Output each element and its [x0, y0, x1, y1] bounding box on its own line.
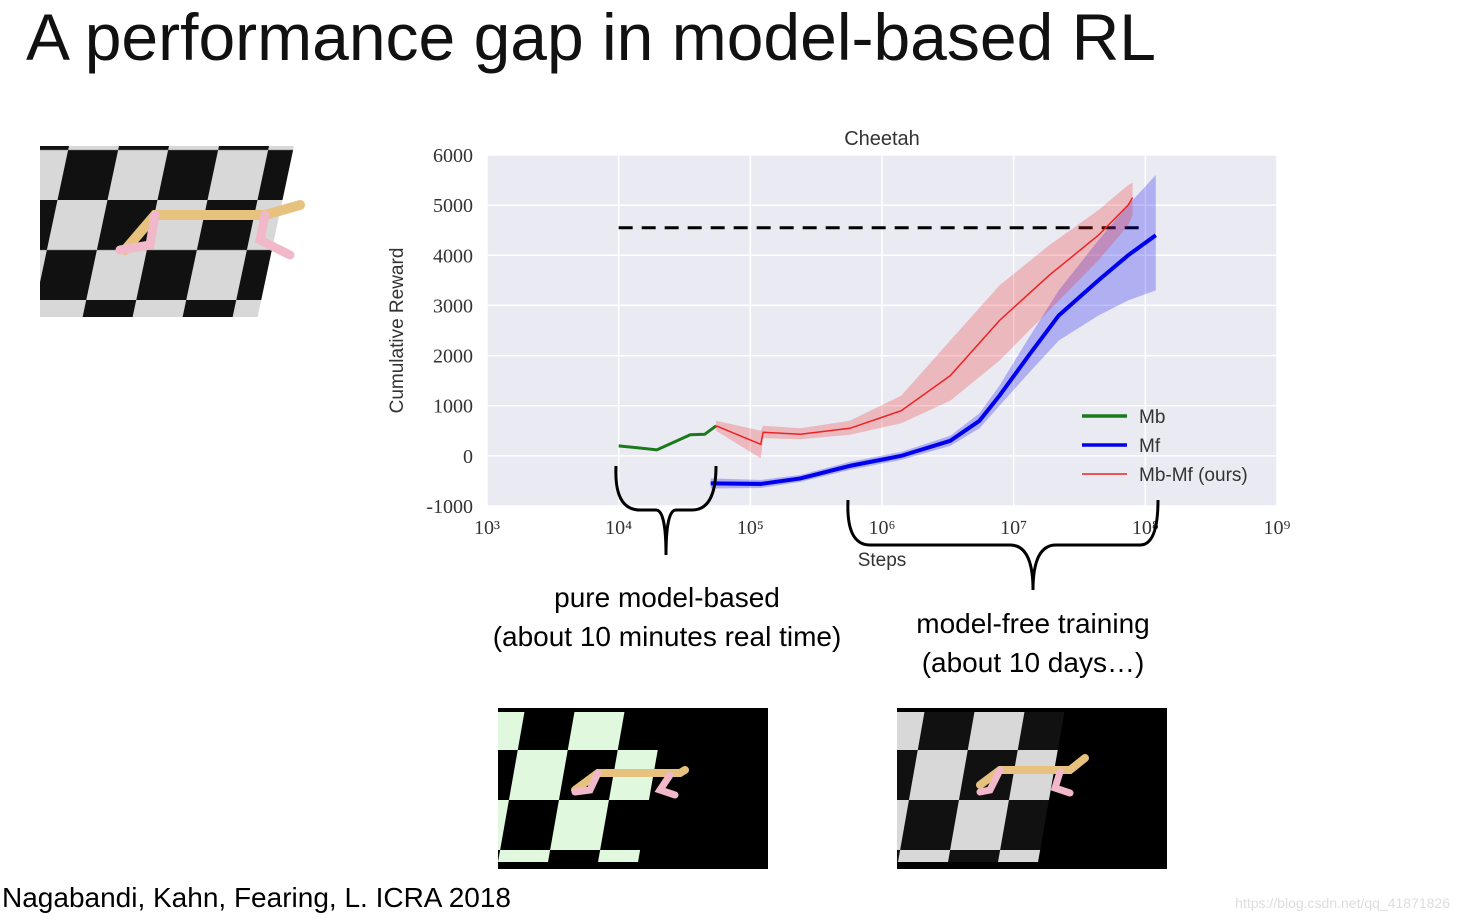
annotation: pure model-based	[554, 582, 780, 613]
y-tick-label: 1000	[433, 396, 473, 418]
y-tick-label: 0	[463, 446, 473, 468]
cheetah-image	[40, 146, 305, 317]
x-tick-label: 10⁹	[1264, 517, 1291, 539]
series-line	[710, 233, 1157, 486]
x-tick-label: 10⁵	[737, 517, 764, 539]
cheetah-image	[897, 708, 1167, 869]
annotation: (about 10 days…)	[922, 647, 1145, 678]
y-tick-label: 3000	[433, 295, 473, 317]
watermark: https://blog.csdn.net/qq_41871826	[1235, 895, 1450, 911]
confidence-band	[710, 175, 1156, 489]
y-tick-label: 5000	[433, 195, 473, 217]
x-tick-label: 10⁴	[605, 517, 632, 539]
cheetah-image	[498, 708, 768, 869]
legend-label: Mf	[1139, 436, 1161, 457]
citation: Nagabandi, Kahn, Fearing, L. ICRA 2018	[2, 882, 511, 913]
x-axis-label: Steps	[858, 550, 907, 571]
x-tick-label: 10⁶	[869, 517, 896, 539]
annotation: model-free training	[916, 608, 1149, 639]
y-axis-label: Cumulative Reward	[387, 248, 408, 414]
slide-title: A performance gap in model-based RL	[26, 0, 1156, 74]
brace	[846, 499, 1160, 591]
annotation: (about 10 minutes real time)	[493, 621, 842, 652]
y-tick-label: 2000	[433, 346, 473, 368]
series-line	[715, 197, 1134, 446]
y-tick-label: 4000	[433, 245, 473, 267]
confidence-band	[716, 182, 1133, 459]
chart: Cheetah Steps Cumulative Reward -1000 0 1000 2…	[387, 128, 1291, 571]
chart-title: Cheetah	[844, 128, 920, 150]
legend-label: Mb	[1139, 407, 1165, 428]
x-tick-label: 10³	[474, 517, 500, 539]
y-tick-label: 6000	[433, 145, 473, 167]
series-line	[618, 424, 718, 452]
brace	[614, 465, 718, 556]
legend-label: Mb-Mf (ours)	[1139, 465, 1248, 486]
x-tick-label: 10⁷	[1000, 517, 1027, 539]
y-tick-label: -1000	[426, 496, 473, 518]
